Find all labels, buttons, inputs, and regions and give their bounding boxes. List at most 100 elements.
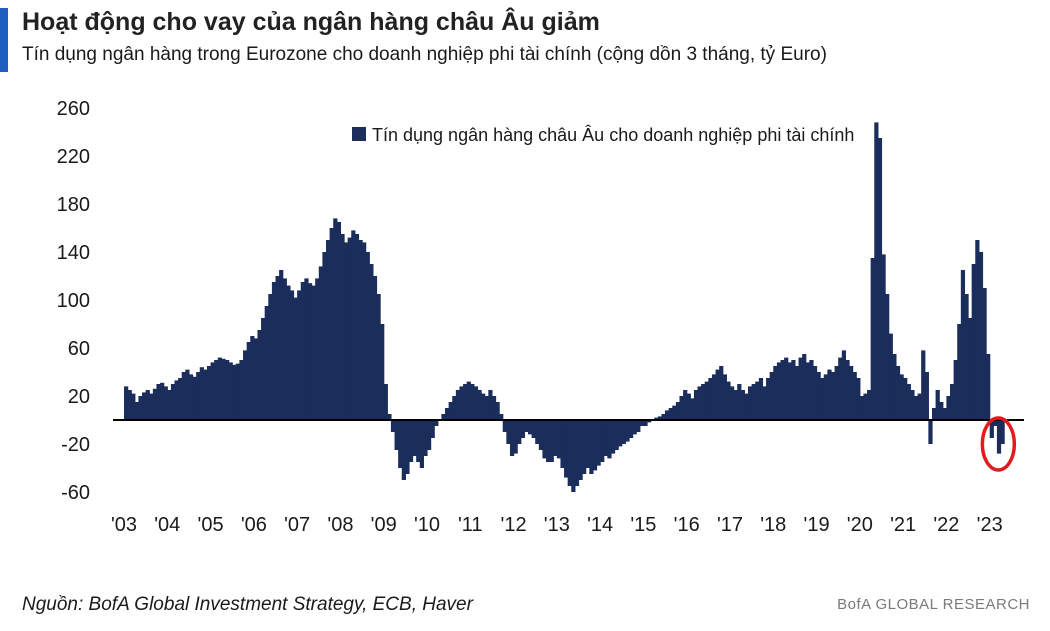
bar (578, 420, 583, 480)
bar (719, 366, 724, 420)
bar (910, 390, 915, 420)
bar (243, 350, 248, 420)
bar (217, 357, 222, 420)
x-tick-label: '11 (458, 514, 483, 536)
bar (632, 420, 637, 435)
bar (538, 420, 544, 450)
bar (639, 420, 645, 426)
bar (210, 362, 215, 420)
bar (376, 294, 381, 420)
bar (903, 378, 908, 420)
bar (488, 390, 493, 420)
bar (647, 420, 652, 423)
bar (333, 218, 338, 420)
bar (921, 350, 926, 420)
bar (542, 420, 547, 459)
bar (419, 420, 424, 468)
bar (881, 254, 886, 420)
bar (935, 390, 940, 420)
bar (899, 374, 904, 420)
bar (473, 386, 479, 420)
bar (856, 378, 861, 420)
bar (152, 388, 158, 420)
bar (787, 362, 792, 420)
bar (351, 230, 356, 420)
bar (625, 420, 630, 442)
y-tick-label: 140 (57, 242, 90, 264)
bar (693, 390, 699, 420)
bar (838, 357, 843, 420)
bar (784, 357, 789, 420)
x-tick-label: '19 (804, 514, 830, 536)
bar (827, 369, 832, 420)
bar (181, 372, 186, 420)
bar (394, 420, 399, 450)
bar (809, 360, 814, 420)
bar (549, 420, 554, 462)
bar (185, 369, 190, 420)
x-tick-label: '12 (501, 514, 527, 536)
x-tick-label: '04 (154, 514, 180, 536)
bar (960, 270, 966, 420)
bar (610, 420, 616, 454)
bar (892, 354, 897, 420)
bar (477, 390, 482, 420)
bar (509, 420, 515, 456)
bar (978, 252, 984, 420)
bar (344, 242, 349, 420)
highlight-circle (980, 416, 1017, 472)
x-tick-label: '05 (198, 514, 224, 536)
bar (870, 258, 875, 420)
bar (390, 420, 396, 432)
bar (560, 420, 565, 468)
bar (675, 402, 681, 420)
bar (362, 242, 367, 420)
bar (455, 390, 461, 420)
bar (225, 360, 230, 420)
y-tick-label: -60 (61, 482, 90, 504)
y-tick-label: 220 (57, 146, 90, 168)
bar (888, 333, 893, 420)
bar (174, 380, 179, 420)
bar (704, 381, 709, 420)
bar (354, 234, 360, 420)
bar (751, 384, 756, 420)
bar (311, 285, 316, 420)
bar-series (124, 122, 1005, 492)
bar (928, 420, 933, 444)
bar (250, 336, 255, 420)
bar (621, 420, 626, 444)
x-tick-label: '03 (111, 514, 137, 536)
bar (221, 358, 226, 420)
bar (798, 357, 803, 420)
bar (986, 354, 991, 420)
bar (149, 393, 154, 420)
bar (971, 264, 976, 420)
bar (722, 374, 727, 420)
bar (271, 282, 277, 420)
bar (672, 405, 677, 420)
bar (318, 266, 323, 420)
x-tick-label: '15 (630, 514, 656, 536)
bar (188, 374, 194, 420)
bar (401, 420, 406, 480)
bar (387, 414, 392, 420)
bar (820, 378, 825, 420)
bar (708, 378, 713, 420)
bar (805, 362, 810, 420)
bar (996, 420, 1002, 454)
bar (196, 372, 201, 420)
bar (571, 420, 576, 492)
brand-label: BofA GLOBAL RESEARCH (837, 596, 1030, 613)
bar (874, 122, 879, 421)
bar (574, 420, 580, 486)
bar (372, 276, 378, 420)
bar (466, 381, 471, 420)
bar (758, 378, 764, 420)
x-tick-label: '10 (414, 514, 440, 536)
y-tick-label: 260 (57, 98, 90, 120)
bar (582, 420, 587, 474)
bar (679, 396, 684, 420)
bar (834, 366, 839, 420)
bar (426, 420, 432, 450)
